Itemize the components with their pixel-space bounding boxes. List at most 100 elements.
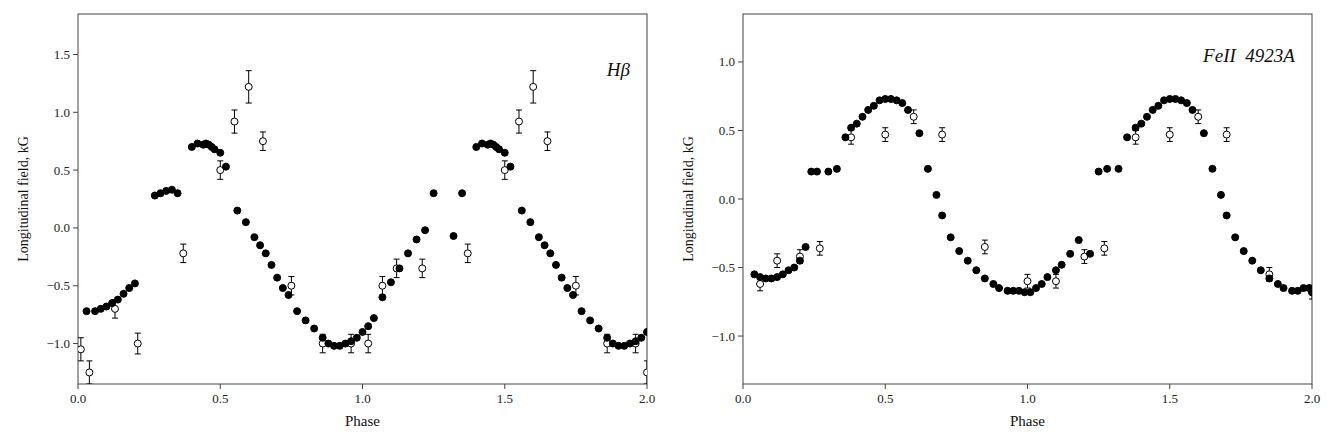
y-tick: [738, 130, 743, 131]
x-tick-label: 0.0: [70, 391, 86, 406]
y-tick-label: 0.5: [54, 163, 70, 178]
filled-point: [870, 102, 877, 109]
filled-point: [217, 149, 224, 156]
filled-point: [802, 243, 809, 250]
open-point: [464, 250, 471, 257]
error-bar-cap: [1224, 141, 1230, 142]
filled-point: [174, 190, 181, 197]
open-point: [419, 265, 426, 272]
filled-point: [279, 285, 286, 292]
error-bar-cap: [982, 240, 988, 241]
error-bar-cap: [465, 244, 471, 245]
open-point: [78, 346, 84, 353]
error-bar-cap: [1224, 127, 1230, 128]
error-bar-cap: [231, 109, 237, 110]
open-point: [1024, 278, 1031, 285]
error-bar-cap: [817, 255, 823, 256]
error-bar-cap: [633, 334, 639, 335]
y-axis-label: Longitudinal field, kG: [16, 136, 31, 262]
error-bar-cap: [260, 131, 266, 132]
x-tick-label: 1.0: [354, 391, 370, 406]
error-bar: [246, 71, 252, 103]
error-bar-cap: [246, 103, 252, 104]
y-tick-label: −1.0: [46, 336, 70, 351]
error-bar-cap: [419, 277, 425, 278]
error-bar-cap: [797, 249, 803, 250]
filled-point: [644, 328, 648, 335]
x-tick-label: 0.0: [735, 391, 751, 406]
error-bar: [1081, 250, 1087, 264]
error-bar-cap: [217, 160, 223, 161]
error-bar-cap: [774, 267, 780, 268]
error-bar: [530, 71, 536, 103]
error-bar: [939, 128, 945, 142]
filled-point: [1104, 165, 1111, 172]
error-bar: [465, 244, 471, 263]
filled-point: [257, 242, 264, 249]
error-bar-cap: [817, 241, 823, 242]
y-tick: [73, 343, 78, 344]
filled-point: [825, 168, 832, 175]
error-bar: [882, 128, 888, 142]
error-bar-cap: [604, 352, 610, 353]
error-bar-cap: [1101, 241, 1107, 242]
error-bar: [365, 334, 371, 353]
error-bar-cap: [774, 253, 780, 254]
error-bar-cap: [217, 179, 223, 180]
error-bar: [135, 333, 141, 354]
error-bar: [1133, 130, 1139, 144]
error-bar-cap: [320, 352, 326, 353]
open-point: [1166, 131, 1173, 138]
filled-point: [370, 315, 377, 322]
error-bar: [419, 259, 425, 278]
x-axis-label: Phase: [1010, 413, 1045, 429]
error-bar-cap: [644, 360, 647, 361]
filled-point: [83, 308, 90, 315]
error-bar-cap: [530, 103, 536, 104]
x-tick-label: 2.0: [639, 391, 655, 406]
filled-point: [1223, 212, 1230, 219]
filled-point: [353, 334, 360, 341]
open-point: [245, 83, 252, 90]
error-bar-cap: [516, 109, 522, 110]
filled-point: [1115, 165, 1122, 172]
error-bar-cap: [379, 276, 385, 277]
error-bar: [817, 241, 823, 255]
filled-point: [222, 163, 229, 170]
filled-point: [359, 328, 366, 335]
error-bar-cap: [1195, 123, 1201, 124]
y-tick: [73, 285, 78, 286]
error-bar-cap: [419, 259, 425, 260]
y-tick: [73, 170, 78, 171]
error-bar-cap: [86, 384, 92, 385]
error-bar: [1101, 241, 1107, 255]
error-bar: [231, 110, 237, 133]
error-bar-cap: [939, 127, 945, 128]
filled-point: [319, 334, 326, 341]
filled-point: [564, 285, 571, 292]
filled-point: [558, 274, 565, 281]
error-bar-cap: [882, 127, 888, 128]
filled-point: [905, 106, 912, 113]
filled-point: [365, 323, 372, 330]
x-tick: [1027, 384, 1028, 389]
open-point: [231, 118, 238, 125]
filled-point: [1095, 168, 1102, 175]
filled-point: [1249, 257, 1256, 264]
x-tick-label: 0.5: [212, 391, 228, 406]
filled-point: [547, 250, 554, 257]
error-bar: [797, 250, 803, 264]
panel: 0.00.51.01.52.0−1.0−0.50.00.51.0PhaseLon…: [681, 14, 1320, 429]
filled-point: [379, 294, 386, 301]
filled-point: [294, 308, 301, 315]
error-bar: [544, 132, 550, 151]
y-tick-label: 1.0: [719, 54, 735, 69]
error-bar-cap: [112, 318, 118, 319]
error-bar-cap: [1053, 288, 1059, 289]
open-point: [379, 282, 386, 289]
error-bar: [260, 132, 266, 151]
x-tick: [743, 384, 744, 389]
error-bar: [1167, 128, 1173, 142]
filled-point: [1052, 267, 1059, 274]
series: [751, 95, 1312, 295]
